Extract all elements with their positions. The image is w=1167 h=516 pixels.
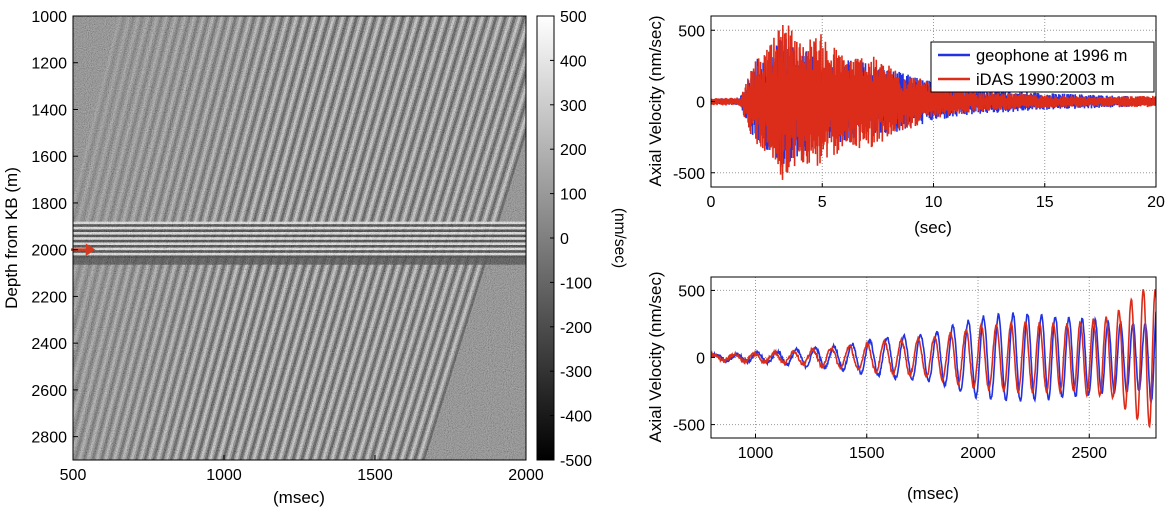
x-tick-label: 20 xyxy=(1147,194,1165,211)
y-tick-label: 500 xyxy=(678,23,705,40)
plot-b-y-label: Axial Velocity (nm/sec) xyxy=(646,272,665,443)
x-tick-label: 1500 xyxy=(849,445,885,462)
x-tick-label: 500 xyxy=(60,467,87,484)
velocity-plot-msec: 1000 1500 2000 2500 500 0 -500 (msec) Axial V… xyxy=(646,272,1157,503)
colorbar-tick-label: 300 xyxy=(560,98,587,115)
y-tick-label: 1000 xyxy=(31,9,67,26)
y-tick-label: 0 xyxy=(696,95,705,112)
plot-b-series xyxy=(711,288,1156,429)
plot-a-y-label: Axial Velocity (nm/sec) xyxy=(646,16,665,187)
y-tick-label: 2800 xyxy=(31,430,67,447)
y-tick-label: 2600 xyxy=(31,383,67,400)
y-tick-label: 2000 xyxy=(31,243,67,260)
x-tick-label: 5 xyxy=(818,194,827,211)
colorbar-tick-label: -500 xyxy=(560,453,592,470)
y-tick-label: 1400 xyxy=(31,102,67,119)
plot-b-y-ticks: 500 0 -500 xyxy=(673,283,715,435)
plot-b-grid xyxy=(711,277,1156,438)
y-tick-label: 1600 xyxy=(31,149,67,166)
y-tick-label: 500 xyxy=(678,283,705,300)
plot-b-x-label: (msec) xyxy=(907,484,959,503)
x-tick-label: 1000 xyxy=(206,467,242,484)
y-tick-label: 2400 xyxy=(31,336,67,353)
colorbar: 500 400 300 200 100 0 -100 -200 -300 -400 -500 (nm… xyxy=(536,9,628,470)
x-tick-label: 1000 xyxy=(738,445,774,462)
heatmap-y-ticks: 1000 1200 1400 1600 1800 2000 2200 2400 2600 2800 xyxy=(31,9,78,447)
colorbar-tick-label: 0 xyxy=(560,231,569,248)
y-tick-label: -500 xyxy=(673,166,705,183)
colorbar-ticks: 500 400 300 200 100 0 -100 -200 -300 -400 -500 xyxy=(550,9,592,470)
x-tick-label: 15 xyxy=(1036,194,1054,211)
y-tick-label: 1800 xyxy=(31,196,67,213)
heatmap-x-ticks: 500 1000 1500 2000 xyxy=(60,455,544,484)
y-tick-label: 0 xyxy=(696,351,705,368)
x-tick-label: 10 xyxy=(925,194,943,211)
plot-a-x-label: (sec) xyxy=(914,218,952,237)
plot-b-x-ticks: 1000 1500 2000 2500 xyxy=(738,434,1107,462)
colorbar-tick-label: -100 xyxy=(560,275,592,292)
x-tick-label: 1500 xyxy=(357,467,393,484)
series-line-1 xyxy=(711,288,1156,429)
x-tick-label: 2000 xyxy=(960,445,996,462)
y-tick-label: 1200 xyxy=(31,56,67,73)
legend-box xyxy=(930,41,1155,93)
colorbar-tick-label: 400 xyxy=(560,53,587,70)
heatmap-y-label: Depth from KB (m) xyxy=(2,167,21,309)
heatmap-frame xyxy=(72,15,527,461)
x-tick-label: 2500 xyxy=(1071,445,1107,462)
colorbar-tick-label: -300 xyxy=(560,364,592,381)
heatmap-noise xyxy=(73,16,526,460)
plot-a-x-ticks: 0 5 10 15 20 xyxy=(707,183,1165,211)
colorbar-label: (nm/sec) xyxy=(611,208,628,268)
x-tick-label: 0 xyxy=(707,194,716,211)
colorbar-tick-label: 500 xyxy=(560,9,587,26)
colorbar-tick-label: 200 xyxy=(560,142,587,159)
legend: geophone at 1996 m iDAS 1990:2003 m xyxy=(930,41,1155,93)
x-tick-label: 2000 xyxy=(508,467,544,484)
seismic-heatmap: 500 1000 1500 2000 1000 1200 1400 1600 1800 2000… xyxy=(2,9,544,507)
colorbar-tick-label: 100 xyxy=(560,187,587,204)
legend-label-geophone: geophone at 1996 m xyxy=(976,47,1127,65)
plot-a-y-ticks: 500 0 -500 xyxy=(673,23,715,183)
y-tick-label: -500 xyxy=(673,418,705,435)
colorbar-tick-label: -200 xyxy=(560,320,592,337)
y-tick-label: 2200 xyxy=(31,289,67,306)
colorbar-tick-label: -400 xyxy=(560,409,592,426)
legend-label-idas: iDAS 1990:2003 m xyxy=(976,71,1115,89)
heatmap-x-label: (msec) xyxy=(273,488,325,507)
